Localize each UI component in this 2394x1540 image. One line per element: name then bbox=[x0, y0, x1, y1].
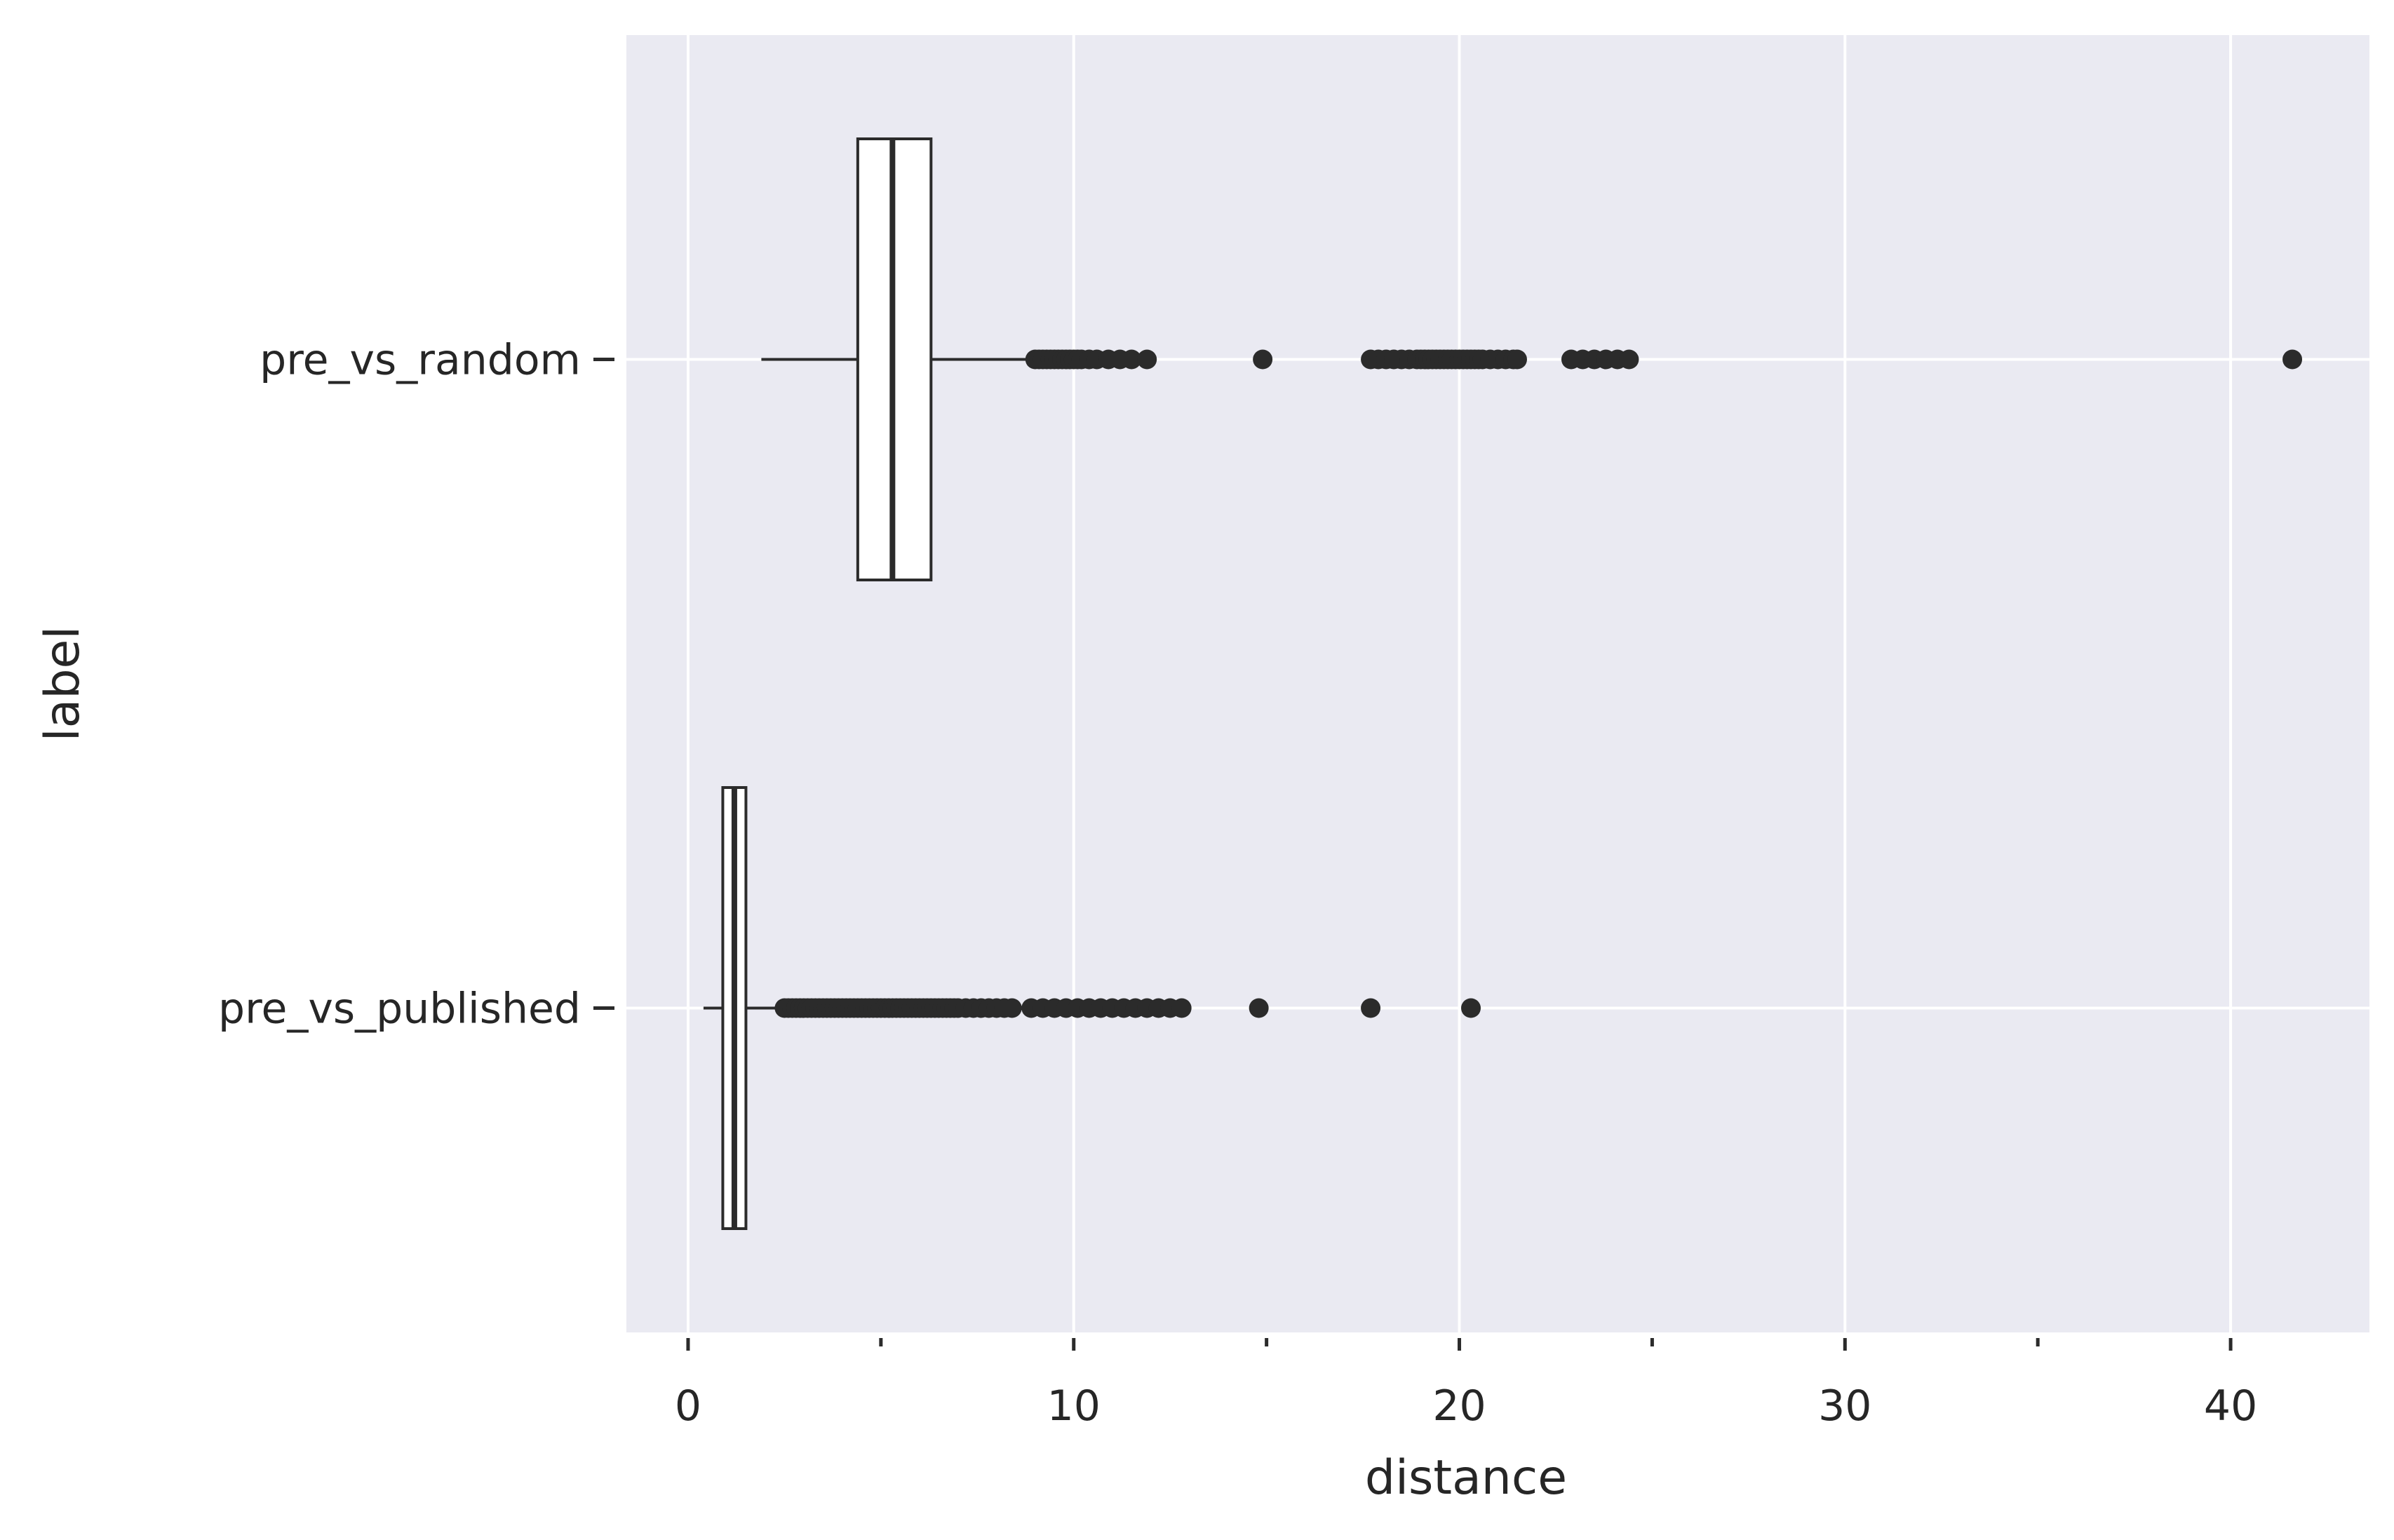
outlier-point bbox=[1002, 998, 1022, 1018]
outlier-point bbox=[1361, 998, 1381, 1018]
outlier-point bbox=[1253, 349, 1273, 370]
outlier-point bbox=[1249, 998, 1269, 1018]
outlier-point bbox=[1122, 349, 1142, 370]
y-tick-label: pre_vs_random bbox=[260, 336, 581, 385]
x-tick-label: 20 bbox=[1432, 1382, 1486, 1431]
x-tick-label: 10 bbox=[1047, 1382, 1101, 1431]
outlier-point bbox=[1137, 349, 1157, 370]
outlier-point bbox=[1461, 998, 1481, 1018]
x-tick-label: 30 bbox=[1818, 1382, 1871, 1431]
outlier-point bbox=[1619, 349, 1639, 370]
x-axis-title: distance bbox=[1365, 1450, 1567, 1506]
x-tick-label: 40 bbox=[2204, 1382, 2257, 1431]
axes: 0 10 20 30 40 pre_vs_random pre_vs_published bbox=[218, 336, 2257, 1431]
y-tick-label: pre_vs_published bbox=[218, 985, 581, 1034]
box-marks bbox=[703, 137, 2303, 1230]
x-tick-label: 0 bbox=[675, 1382, 701, 1431]
outlier-point bbox=[2282, 349, 2303, 370]
outlier-point bbox=[1507, 349, 1527, 370]
outlier-point bbox=[1171, 998, 1192, 1018]
y-axis-title: label bbox=[35, 626, 90, 741]
